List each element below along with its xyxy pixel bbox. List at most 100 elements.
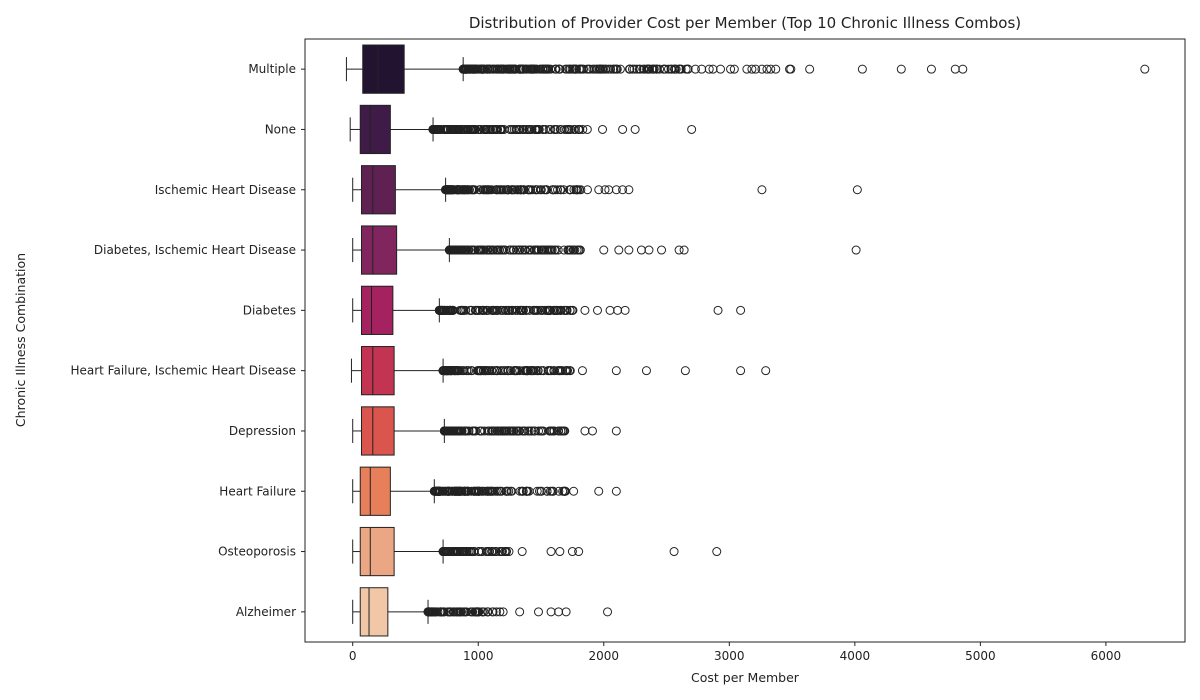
outlier-point [549,426,559,436]
outlier-point [593,64,603,74]
outlier-point [611,486,621,496]
outlier-point [655,64,665,74]
boxes-layer [345,44,1150,637]
box-group [349,104,697,155]
outlier-point [495,547,505,557]
outlier-point [439,607,449,617]
outlier-point [474,486,484,496]
outlier-point [531,185,541,195]
outlier-point [566,185,576,195]
outlier-point [542,64,552,74]
outlier-point [546,124,556,134]
outlier-point [464,486,474,496]
outlier-point [461,426,471,436]
y-tick-label: Depression [229,424,296,438]
outlier-point [497,547,507,557]
outlier-point [549,185,559,195]
outlier-point [852,185,862,195]
outlier-point [477,64,487,74]
iqr-box [360,406,395,456]
outlier-point [657,245,667,255]
outlier-point [690,64,700,74]
y-tick-label: Heart Failure, Ischemic Heart Disease [70,364,296,378]
outlier-point [499,366,509,376]
outlier-point [679,245,689,255]
outlier-point [483,607,493,617]
y-tick-label: Diabetes [243,303,296,317]
outlier-point [442,547,452,557]
outlier-point [509,426,519,436]
y-tick-label: Diabetes, Ischemic Heart Disease [94,243,296,257]
outlier-point [766,64,776,74]
outlier-point [671,64,681,74]
outlier-point [487,185,497,195]
outlier-point [423,607,433,617]
outlier-point [712,547,722,557]
outlier-point [587,426,597,436]
outlier-point [625,64,635,74]
outlier-point [467,366,477,376]
outlier-point [545,305,555,315]
outlier-point [611,426,621,436]
box-group [352,526,722,577]
outlier-point [534,486,544,496]
outlier-point [613,305,623,315]
y-tick-label: Osteoporosis [218,545,296,559]
outlier-point [736,366,746,376]
outlier-point [498,185,508,195]
outlier-point [674,245,684,255]
outlier-point [512,305,522,315]
outlier-point [757,185,767,195]
outlier-point [515,607,525,617]
outlier-point [524,185,534,195]
outlier-point [430,124,440,134]
outlier-point [644,245,654,255]
outlier-point [736,305,746,315]
outlier-point [546,547,556,557]
outlier-point [489,64,499,74]
outlier-point [495,426,505,436]
box-group [352,587,613,637]
outlier-point [762,64,772,74]
iqr-box [362,44,405,94]
outlier-point [488,426,498,436]
outlier-point [479,607,489,617]
outlier-point [483,185,493,195]
outlier-point [536,245,546,255]
y-axis: Multiple None Ischemic Heart Disease Diabet… [70,62,305,619]
outlier-point [527,366,537,376]
outlier-point [644,64,654,74]
outlier-point [459,124,469,134]
outlier-point [497,486,507,496]
outlier-point [518,124,528,134]
outlier-point [620,305,630,315]
outlier-point [556,124,566,134]
outlier-point [500,64,510,74]
outlier-point [611,185,621,195]
iqr-box [359,526,395,577]
outlier-point [472,366,482,376]
outlier-point [652,64,662,74]
outlier-point [572,185,582,195]
outlier-point [534,426,544,436]
outlier-point [582,185,592,195]
outlier-point [538,64,548,74]
outlier-point [505,245,515,255]
outlier-point [554,426,564,436]
outlier-point [520,245,530,255]
outlier-point [572,245,582,255]
outlier-point [524,245,534,255]
outlier-point [491,547,501,557]
outlier-point [680,366,690,376]
outlier-point [504,486,514,496]
outlier-point [461,547,471,557]
outlier-point [430,486,440,496]
outlier-point [494,185,504,195]
outlier-point [560,124,570,134]
outlier-point [515,245,525,255]
outlier-point [470,245,480,255]
outlier-point [544,426,554,436]
outlier-point [520,426,530,436]
outlier-point [555,547,565,557]
